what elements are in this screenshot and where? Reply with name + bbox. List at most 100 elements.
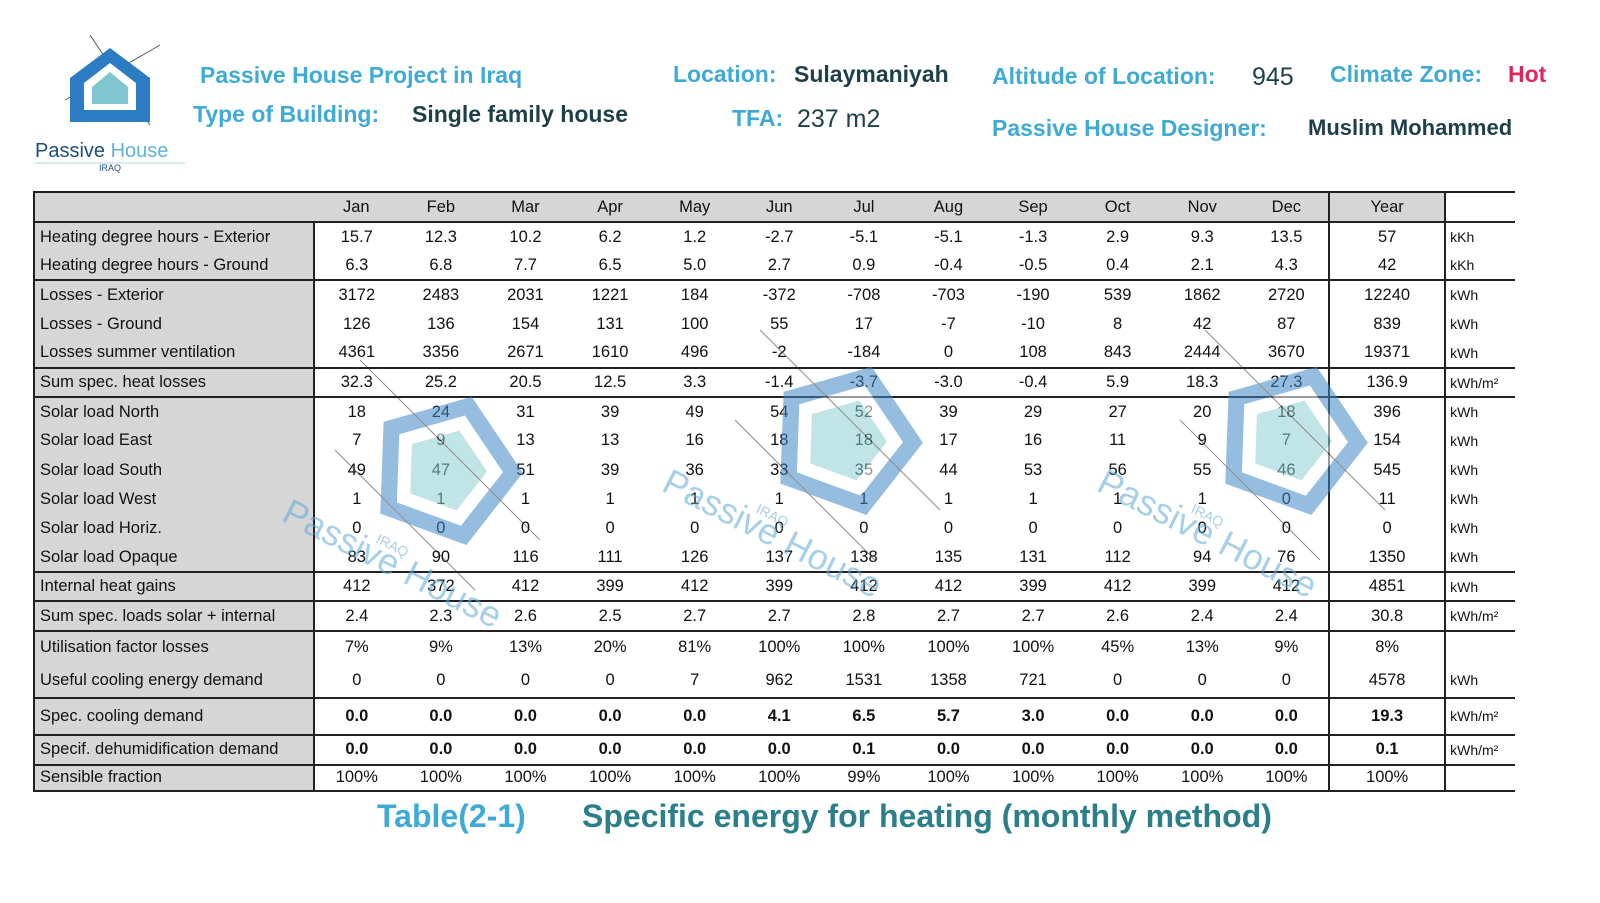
month-value: 2.7	[936, 606, 960, 625]
month-value: 2.7	[683, 606, 707, 625]
month-value: 83	[347, 547, 366, 566]
month-value: 2.3	[429, 606, 453, 625]
month-value: 962	[765, 670, 794, 689]
row-group: Sum spec. loads solar + internal 2.4 2.3 2.…	[33, 601, 1516, 631]
column-header: Jul	[821, 192, 907, 222]
month-value: 33	[770, 460, 789, 479]
month-value: 0	[1197, 518, 1207, 537]
month-value: 0	[352, 670, 362, 689]
column-header: Oct	[1075, 192, 1160, 222]
logo-text: Passive House	[35, 140, 168, 162]
month-value: 135	[934, 547, 963, 566]
month-value: -0.4	[1018, 373, 1048, 392]
row-group: Specif. dehumidification demand 0.0 0.0 0.0…	[33, 734, 1516, 765]
month-value: 0	[520, 670, 531, 689]
month-value: 372	[427, 577, 455, 596]
month-value: 2720	[1267, 285, 1305, 304]
month-value: 0	[1113, 518, 1123, 537]
unit-empty	[1445, 764, 1516, 791]
column-header: Dec	[1244, 192, 1330, 222]
logo-house-core	[92, 72, 128, 104]
unit: kWh	[1445, 513, 1516, 544]
month-value: 2.4	[1274, 606, 1298, 625]
month-value: 1	[1028, 489, 1038, 508]
month-value: 52	[854, 402, 874, 421]
row-group: Losses - Exterior 3172 2483 2031 1221 184 -372…	[33, 280, 1516, 368]
corner-cell	[33, 192, 314, 222]
field-label: TFA:	[732, 105, 784, 131]
month-value: 0.0	[1021, 740, 1045, 759]
month-value: 399	[1188, 577, 1216, 596]
month-value: 100%	[504, 768, 547, 787]
unit: kWh/m²	[1445, 734, 1516, 765]
unit: kWh	[1445, 572, 1516, 602]
year-value: 4578	[1328, 664, 1447, 698]
month-value: 5.0	[683, 255, 707, 274]
year-value: 396	[1328, 397, 1447, 427]
month-value: 2.7	[1021, 606, 1045, 625]
field-value: 945	[1252, 63, 1294, 91]
table-row: Spec. cooling demand 0.0 0.0 0.0 0.0 0.0 4.1 6.…	[33, 697, 1516, 735]
unit: kWh/m²	[1445, 601, 1516, 631]
month-value: 87	[1277, 314, 1296, 333]
row-label: Solar load Opaque	[33, 543, 315, 573]
month-value: 27	[1108, 402, 1127, 421]
month-value: 1.2	[683, 227, 707, 246]
year-value: 11	[1328, 484, 1447, 514]
month-value: 112	[1104, 547, 1131, 566]
month-value: -3.0	[934, 373, 963, 392]
table-row: Solar load South 49 47 51 39 36 33 35 44 53 56 55 46…	[33, 455, 1516, 485]
month-value: 15.7	[340, 227, 373, 246]
year-value: 1350	[1328, 543, 1447, 573]
energy-table: Jan Feb Mar Apr May Jun Jul Aug Sep Oct Nov Dec Year…	[33, 191, 1516, 792]
column-header: May	[652, 192, 737, 222]
month-value: -5.1	[849, 227, 879, 246]
month-value: 1221	[591, 285, 629, 304]
month-value: 1531	[845, 670, 883, 689]
month-value: 49	[685, 402, 704, 421]
month-value: 412	[1272, 577, 1301, 596]
year-value: 0.1	[1328, 734, 1447, 765]
month-value: 81%	[678, 638, 712, 657]
month-value: 0.0	[1106, 706, 1130, 725]
month-value: 7	[690, 670, 700, 689]
month-value: 0.0	[683, 706, 707, 725]
month-value: 138	[850, 547, 878, 566]
month-value: 12.5	[594, 373, 627, 392]
month-value: 7.7	[514, 255, 537, 274]
month-value: -2	[771, 343, 787, 362]
month-value: -3.7	[849, 373, 879, 392]
field-value: 237 m2	[797, 105, 881, 133]
month-value: 32.3	[340, 373, 373, 392]
row-label: Sum spec. heat losses	[33, 367, 315, 398]
month-value: 5.7	[936, 706, 960, 725]
logo-word: House	[111, 140, 169, 162]
month-value: -703	[931, 285, 965, 304]
unit-header	[1445, 192, 1516, 222]
month-value: 2.4	[345, 606, 369, 625]
month-value: 0.0	[429, 706, 453, 725]
month-value: 3.0	[1021, 706, 1045, 725]
month-value: 46	[1277, 460, 1296, 479]
month-value: 0.0	[1106, 740, 1130, 759]
month-value: 13.5	[1270, 227, 1303, 246]
row-label: Losses - Ground	[33, 309, 315, 339]
month-value: -372	[762, 285, 796, 304]
month-value: 0	[605, 670, 615, 689]
row-label: Spec. cooling demand	[33, 697, 315, 735]
row-group: Heating degree hours - Exterior 15.7 12.3 1…	[33, 222, 1516, 281]
caption-label: Table(2-1)	[377, 798, 526, 834]
row-group: Solar load North 18 24 31 39 49 54 52 39 29 27 20 18…	[33, 397, 1516, 573]
header-row: Jan Feb Mar Apr May Jun Jul Aug Sep Oct Nov Dec Year	[33, 192, 1516, 222]
month-value: 2.6	[514, 606, 537, 625]
unit: kWh	[1445, 338, 1516, 368]
row-label: Solar load East	[33, 426, 315, 456]
month-value: 2671	[507, 343, 544, 362]
field-label: Passive House Designer:	[992, 115, 1267, 141]
month-value: 100%	[1096, 768, 1139, 787]
row-label: Heating degree hours - Ground	[33, 251, 315, 281]
year-value: 12240	[1328, 280, 1447, 310]
table-row: Solar load West 1 1 1 1 1 1 1 1 1 1 1 0 11 kWh	[33, 484, 1516, 514]
month-value: 6.3	[345, 255, 369, 274]
